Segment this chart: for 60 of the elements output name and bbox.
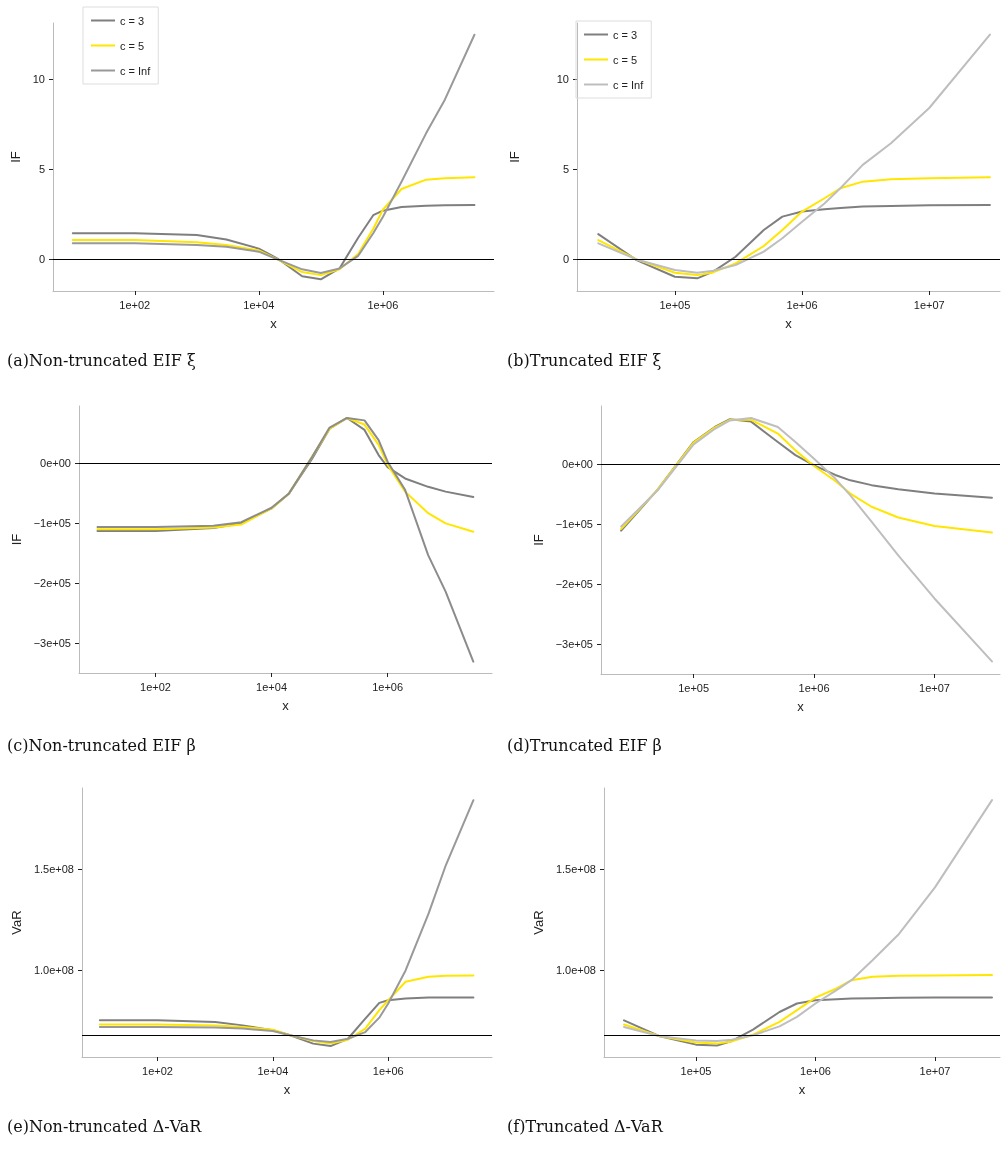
x-tick-label: 1e+06	[786, 298, 818, 311]
y-tick-label: 0e+00	[562, 458, 593, 471]
x-tick-label: 1e+06	[798, 681, 830, 694]
y-tick-label: −1e+05	[555, 518, 593, 531]
x-tick-label: 1e+04	[243, 298, 275, 311]
x-tick-label: 1e+05	[659, 298, 691, 311]
y-tick-label: 10	[556, 72, 569, 85]
y-tick-label: 1.0e+08	[555, 964, 596, 977]
text: (a)Non-truncated EIF ξ	[7, 350, 196, 370]
y-tick-label: −2e+05	[33, 577, 71, 590]
x-tick-label: 1e+04	[257, 1064, 289, 1077]
y-axis-title: IF	[507, 151, 522, 163]
x-axis-title: x	[785, 316, 793, 331]
y-axis-title: VaR	[9, 910, 25, 935]
legend-label: c = 3	[120, 14, 145, 27]
x-tick-label: 1e+06	[367, 298, 399, 311]
legend-label: c = 5	[613, 53, 638, 66]
x-axis-title: x	[282, 698, 290, 713]
legend-label: c = 3	[613, 28, 638, 41]
text: (f)Truncated Δ-VaR	[507, 1116, 664, 1136]
y-tick-label: 5	[562, 163, 569, 176]
y-axis-title: IF	[7, 151, 23, 163]
x-tick-label: 1e+06	[372, 1064, 404, 1077]
y-tick-label: 1.0e+08	[33, 964, 74, 977]
legend-label: c = Inf	[120, 64, 152, 77]
x-axis-title: x	[797, 699, 805, 714]
text: (b)Truncated EIF ξ	[507, 350, 662, 370]
y-axis-title: VaR	[531, 910, 547, 935]
x-tick-label: 1e+06	[800, 1064, 831, 1077]
y-tick-label: 10	[32, 72, 45, 85]
y-tick-label: −1e+05	[33, 517, 71, 530]
y-axis-title: IF	[8, 533, 24, 546]
x-tick-label: 1e+02	[119, 298, 151, 311]
text: (d)Truncated EIF β	[507, 735, 662, 755]
x-axis-title: x	[798, 1082, 806, 1097]
x-tick-label: 1e+06	[372, 680, 404, 693]
y-tick-label: −2e+05	[555, 578, 593, 591]
x-axis-title: x	[270, 316, 278, 331]
y-axis-title: IF	[530, 534, 546, 546]
x-tick-label: 1e+07	[919, 681, 950, 694]
y-tick-label: 0	[562, 253, 569, 266]
y-tick-label: 1.5e+08	[33, 863, 74, 876]
y-tick-label: 1.5e+08	[555, 863, 596, 876]
y-tick-label: 5	[38, 163, 45, 176]
y-tick-label: 0e+00	[40, 457, 71, 470]
x-tick-label: 1e+04	[256, 680, 288, 693]
y-tick-label: −3e+05	[555, 638, 593, 651]
text: (c)Non-truncated EIF β	[7, 735, 196, 755]
x-tick-label: 1e+02	[142, 1064, 173, 1077]
x-tick-label: 1e+02	[140, 680, 171, 693]
x-tick-label: 1e+05	[680, 1064, 712, 1077]
x-tick-label: 1e+07	[919, 1064, 951, 1077]
legend-label: c = Inf	[613, 78, 645, 91]
legend-label: c = 5	[120, 39, 145, 52]
x-axis-title: x	[283, 1082, 291, 1097]
y-tick-label: 0	[38, 253, 45, 266]
x-tick-label: 1e+05	[678, 681, 710, 694]
text: (e)Non-truncated Δ-VaR	[7, 1116, 203, 1136]
x-tick-label: 1e+07	[913, 298, 945, 311]
y-tick-label: −3e+05	[33, 637, 71, 650]
